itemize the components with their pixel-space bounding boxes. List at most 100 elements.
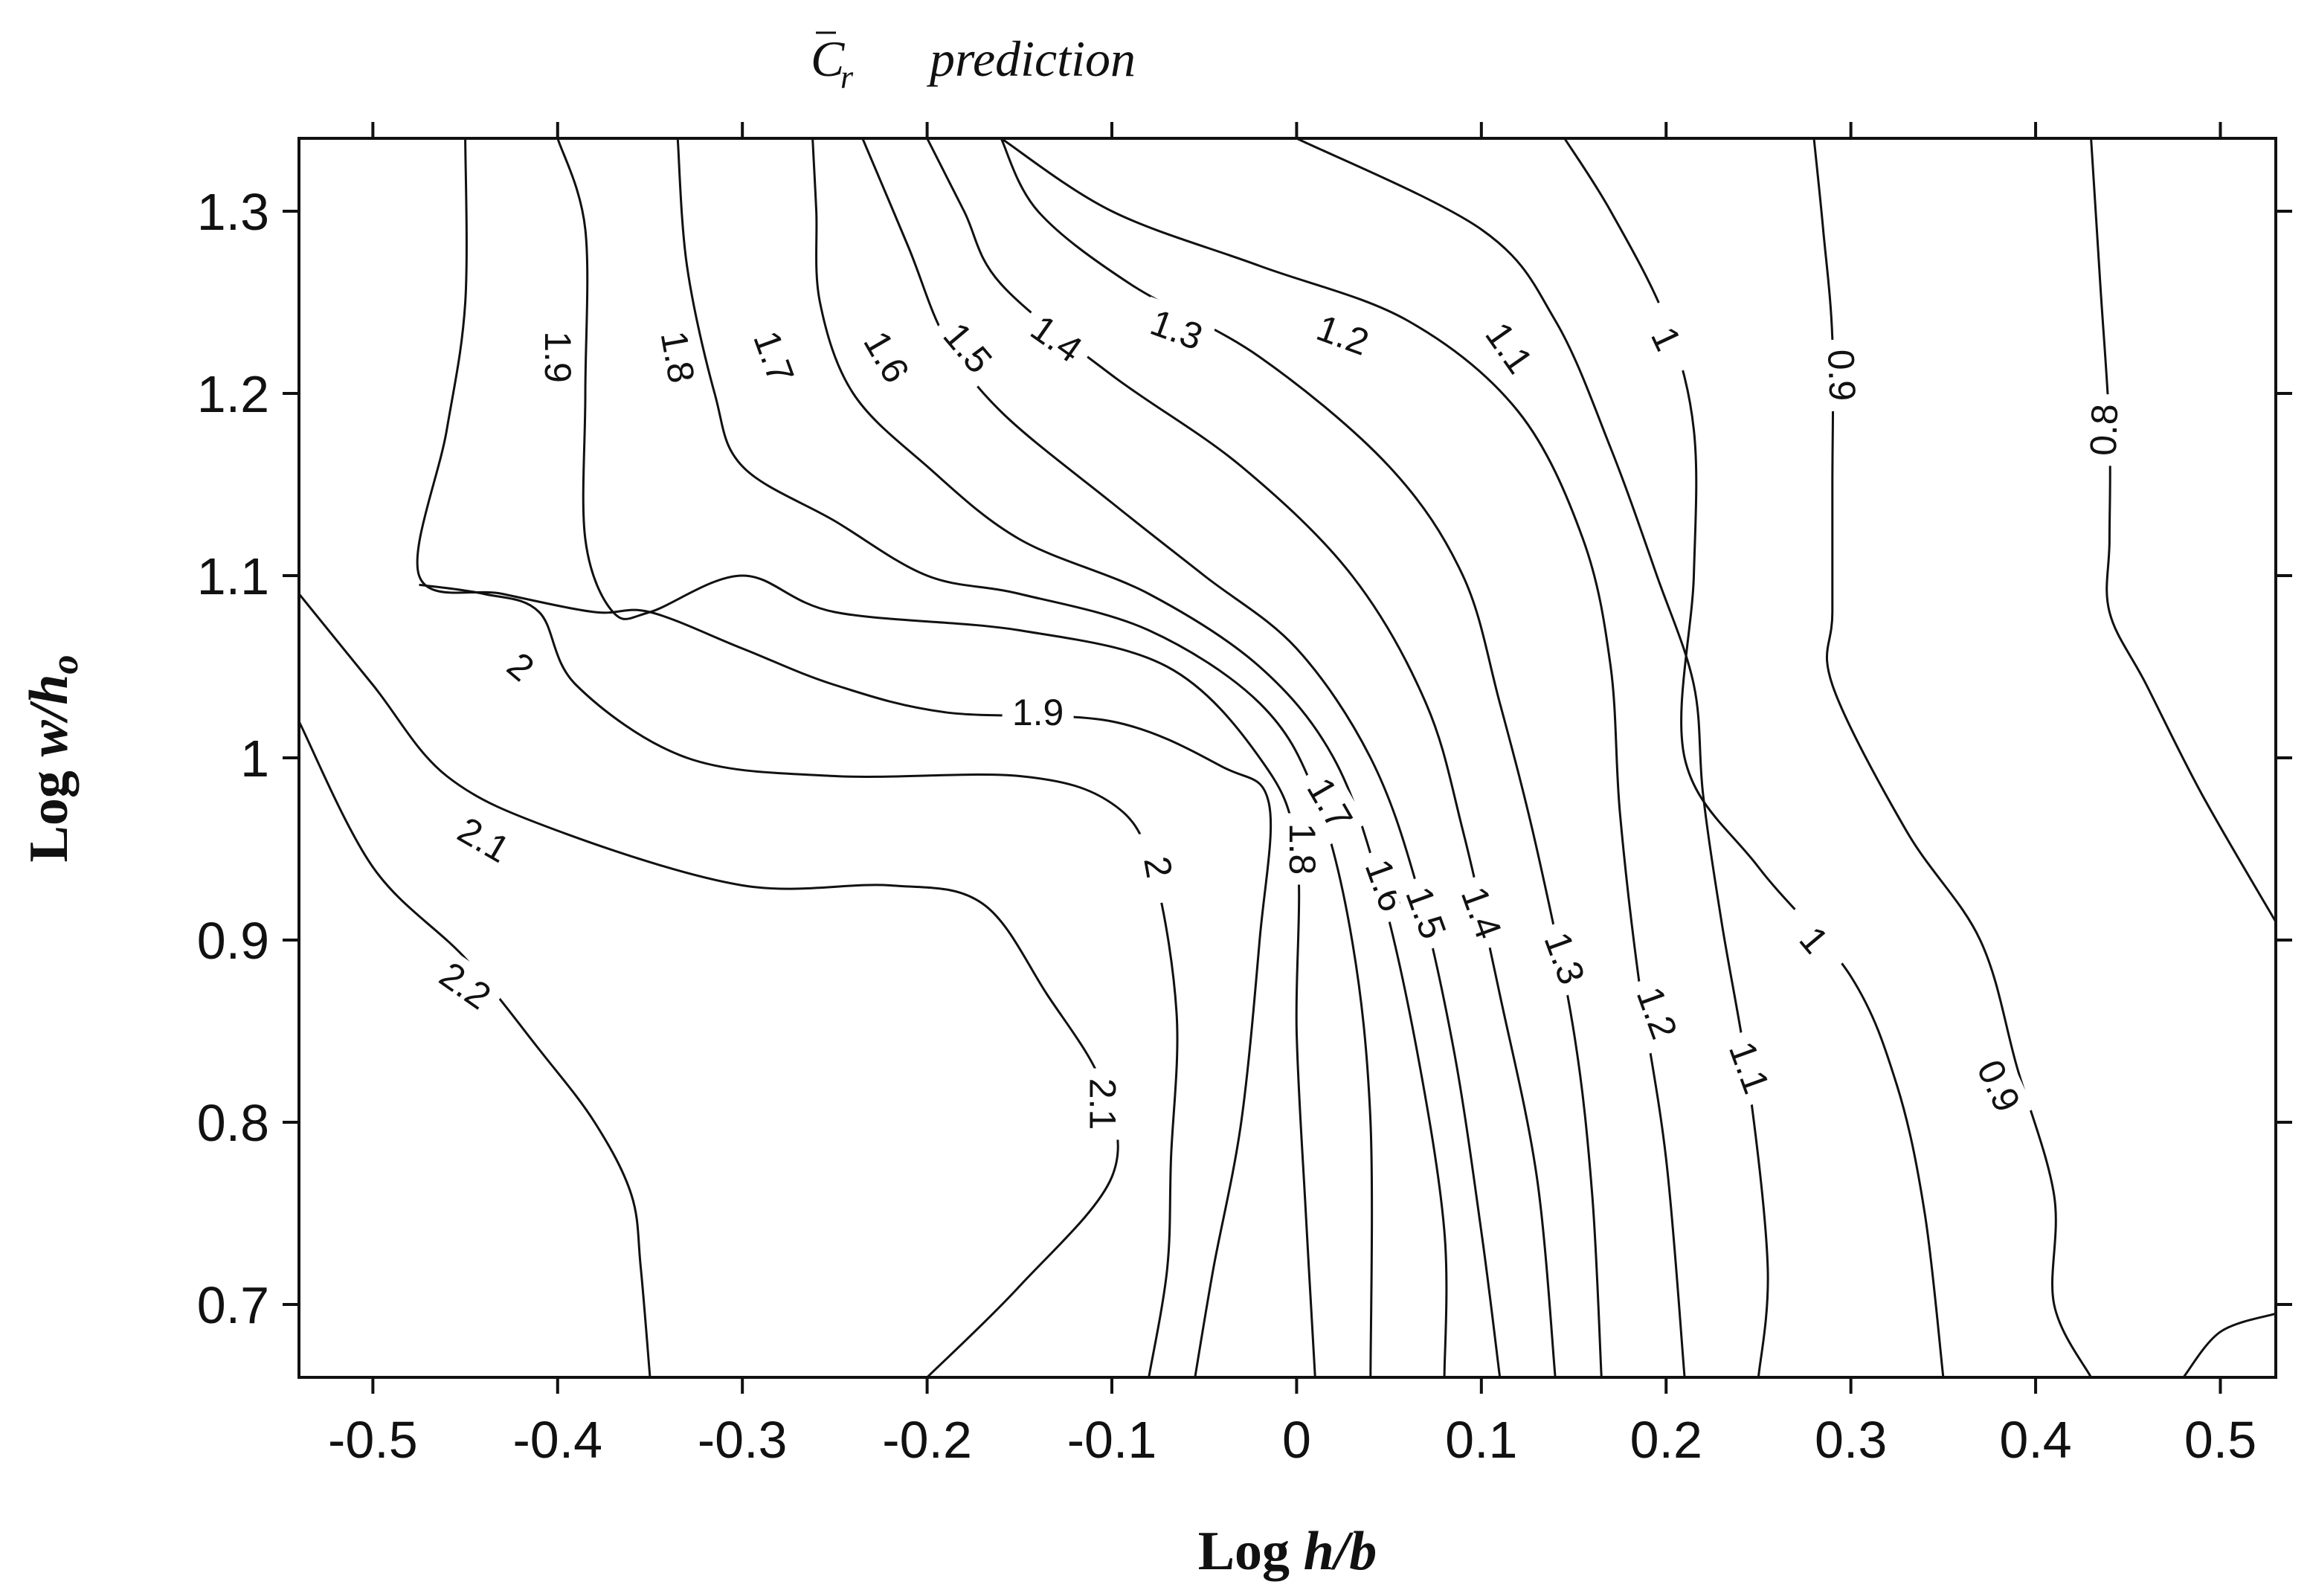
contour-line-2.2 (299, 721, 652, 1377)
contour-line-1.1 (1296, 138, 1769, 1377)
plot-frame (297, 137, 2277, 1379)
contour-label: 2.1 (1082, 1078, 1124, 1130)
x-axis-title: Log h/b (1198, 1521, 1377, 1582)
contour-label-bg (928, 306, 1008, 389)
contour-label-bg (1450, 871, 1515, 953)
y-tick-label: 0.8 (197, 1094, 269, 1152)
contour-line-1.7 (676, 138, 1374, 1377)
contour-line-1.9 (416, 138, 1273, 1377)
contour-label-bg (1717, 1026, 1783, 1109)
contour-line-0.9 (1812, 138, 2092, 1377)
contour-label-group: 1.3 (1532, 917, 1598, 1000)
x-tick-label: 0.2 (1630, 1411, 1702, 1469)
contour-line-1.2 (1000, 138, 1686, 1377)
contour-label-group: 1.4 (1015, 300, 1099, 376)
contour-line-1 (1563, 138, 1945, 1377)
x-tick-label: 0.5 (2184, 1411, 2256, 1469)
x-tick-label: -0.2 (882, 1411, 972, 1469)
contour-label: 1.8 (1281, 823, 1323, 875)
contour-label-group: 2.1 (1081, 1068, 1125, 1140)
contour-label-bg (1964, 1043, 2034, 1127)
contour-label: 1.8 (653, 328, 703, 386)
contour-label-group: 1.8 (651, 318, 707, 396)
contour-label-group: 1.1 (1717, 1026, 1783, 1109)
contour-label-bg (1281, 813, 1325, 885)
contour-label: 1.9 (537, 331, 579, 383)
contour-label-group: 0.8 (2080, 393, 2126, 466)
contour-label: 1.9 (1012, 692, 1064, 733)
x-tick-label: 0.3 (1815, 1411, 1887, 1469)
y-axis-ticks: 0.7 0.8 0.9 1 1.1 1.2 1.3 (197, 183, 2292, 1334)
contour-label-bg (480, 626, 563, 706)
contour-label-group: 1.4 (1450, 871, 1515, 953)
contour-line-0.7 (2182, 1312, 2276, 1377)
contour-label-group: 2 (1131, 828, 1186, 907)
contour-line-1.3 (1000, 138, 1603, 1377)
y-axis-title: Log w/ho (19, 655, 86, 863)
contour-label-group: 1.5 (928, 306, 1008, 389)
contour-label: 0.9 (1820, 349, 1863, 402)
x-tick-label: 0 (1282, 1411, 1311, 1469)
x-tick-label: -0.4 (512, 1411, 602, 1469)
contour-label-group: 1.2 (1302, 301, 1384, 367)
y-tick-label: 1.2 (197, 365, 269, 423)
y-tick-label: 0.7 (197, 1276, 269, 1334)
y-tick-label: 0.9 (197, 912, 269, 970)
contour-label-bg (424, 947, 508, 1023)
contour-line-0.8 (2090, 138, 2276, 923)
contour-label-group: 1.9 (1002, 689, 1074, 733)
contour-line-1.6 (811, 138, 1448, 1377)
contour-label-bg (536, 321, 580, 393)
contour-label-bg (1136, 296, 1218, 362)
contour-line-1.8 (556, 138, 1316, 1377)
contour-label-bg (741, 315, 808, 398)
x-axis-ticks: -0.5 -0.4 -0.3 -0.2 -0.1 0 0.1 0.2 0.3 0.4 0.5 (328, 122, 2256, 1469)
contour-label-group: 1.3 (1136, 296, 1218, 362)
contour-label-bg (850, 315, 924, 399)
title-subscript: r (840, 59, 854, 95)
title-text: prediction (927, 30, 1136, 87)
y-tick-label: 1.1 (197, 547, 269, 605)
x-tick-label: 0.4 (1999, 1411, 2071, 1469)
x-tick-label: 0.1 (1445, 1411, 1517, 1469)
contour-label-group: 2 (480, 626, 563, 706)
chart-title: C r prediction (811, 30, 1136, 95)
x-tick-label: -0.5 (328, 1411, 418, 1469)
contour-label-group: 1 (1775, 898, 1854, 981)
contour-line-2 (419, 583, 1179, 1377)
contour-label-group: 1.2 (1625, 971, 1690, 1054)
contour-label-bg (442, 802, 526, 876)
contour-label-bg (1293, 761, 1368, 845)
contour-label-bg (1625, 971, 1690, 1054)
contour-label-group: 0.9 (1819, 338, 1865, 412)
contour-label-group: 1.5 (1394, 871, 1459, 953)
contour-label-bg (1081, 1068, 1125, 1140)
x-tick-label: -0.3 (698, 1411, 788, 1469)
contour-label-bg (1302, 301, 1384, 367)
contour-label-bg (1819, 338, 1865, 412)
contour-label-group: 1.7 (741, 315, 808, 398)
contour-label-group: 1.8 (1281, 813, 1325, 885)
contour-label-bg (1532, 917, 1598, 1000)
contour-line-2.1 (299, 593, 1119, 1377)
y-tick-label: 1.3 (197, 183, 269, 241)
contour-label-bg (651, 318, 707, 396)
contour-label-bg (1015, 300, 1099, 376)
y-tick-label: 1 (240, 730, 269, 788)
contour-label: 0.8 (2082, 403, 2126, 456)
x-tick-label: -0.1 (1067, 1411, 1157, 1469)
contour-label-bg (2080, 393, 2126, 466)
contour-label-bg (1632, 297, 1702, 380)
contour-line-1.4 (926, 138, 1557, 1377)
contour-label-group: 1 (1632, 297, 1702, 380)
contour-label-group: 1.9 (536, 321, 580, 393)
title-symbol: C (811, 30, 845, 87)
contour-label-bg (1002, 689, 1074, 733)
contour-lines (299, 138, 2276, 1377)
contour-label-group: 1.6 (850, 315, 924, 399)
contour-label-bg (1394, 871, 1459, 953)
contour-label-bg (1775, 898, 1854, 981)
contour-label-bg (1131, 828, 1186, 907)
contour-label-group: 1.1 (1471, 306, 1548, 390)
